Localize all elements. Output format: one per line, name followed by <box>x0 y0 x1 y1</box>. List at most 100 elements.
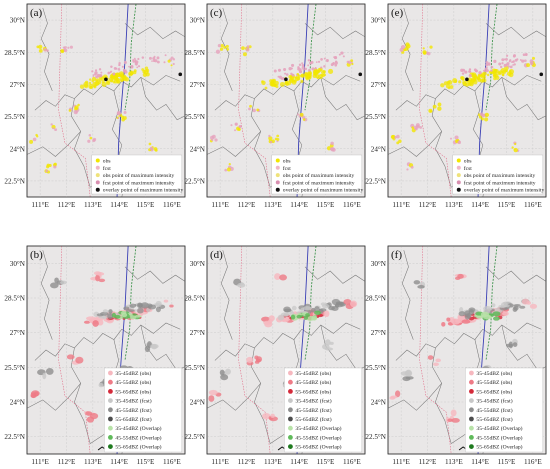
legend-marker <box>469 407 474 413</box>
lon-tick-label: 113°E <box>84 201 102 209</box>
echo-blob <box>125 309 135 312</box>
legend-entry: overlay point of maximum intensity <box>103 187 184 194</box>
rain-point <box>331 147 336 152</box>
legend-box <box>104 367 183 453</box>
legend-marker <box>469 416 474 422</box>
lat-tick-label: 24°N <box>190 145 206 153</box>
lon-tick-label: 115°E <box>317 458 335 466</box>
rain-point <box>531 56 536 60</box>
echo-blob <box>323 310 330 318</box>
legend-marker <box>456 180 461 185</box>
rain-point <box>113 66 117 70</box>
rain-point <box>320 73 324 77</box>
rain-point <box>246 45 250 49</box>
lon-tick-label: 116°E <box>524 458 542 466</box>
lon-tick-label: 115°E <box>498 201 516 209</box>
lon-tick-label: 113°E <box>445 458 463 466</box>
rain-point <box>283 68 287 72</box>
echo-blob <box>329 341 334 345</box>
rain-point <box>501 62 504 65</box>
rain-point <box>137 57 140 61</box>
lon-tick-label: 112°E <box>58 458 76 466</box>
legend-marker <box>95 165 100 170</box>
rain-point <box>480 72 486 78</box>
rain-point <box>268 134 271 138</box>
legend-marker <box>469 398 474 403</box>
legend-marker <box>108 444 113 449</box>
rain-point <box>89 78 92 81</box>
echo-blob <box>512 306 518 313</box>
echo-blob <box>75 356 84 364</box>
rain-point <box>148 56 152 60</box>
rain-point <box>234 129 237 132</box>
rain-point <box>89 136 93 140</box>
echo-blob <box>395 390 401 398</box>
rain-point <box>50 123 53 126</box>
rain-point <box>411 126 415 129</box>
rain-point <box>315 61 318 63</box>
overlay-max-marker <box>539 72 544 77</box>
rain-point <box>121 65 124 68</box>
lat-tick-label: 22.5°N <box>365 433 386 441</box>
rain-point <box>226 47 230 51</box>
legend-marker <box>288 444 293 449</box>
legend-marker <box>288 389 293 394</box>
rain-point <box>54 128 58 132</box>
rain-point <box>128 65 130 68</box>
lon-tick-label: 116°E <box>524 201 542 209</box>
rain-point <box>513 63 516 66</box>
rain-point <box>298 63 302 67</box>
echo-blob <box>404 370 413 377</box>
echo-blob <box>447 418 453 423</box>
echo-blob <box>95 272 105 276</box>
echo-blob <box>169 304 174 308</box>
legend-box <box>271 154 363 195</box>
lon-tick-label: 114°E <box>290 458 308 466</box>
rain-point <box>320 66 323 69</box>
rain-point <box>301 65 305 70</box>
overlay-max-marker <box>178 72 183 77</box>
rain-point <box>485 69 487 72</box>
legend-entry: 35-45dBZ (Overlap) <box>295 425 341 432</box>
legend-entry: 35-45dBZ (obs) <box>295 370 331 377</box>
echo-blob <box>155 306 161 313</box>
legend-entry: obs point of maximum intensity <box>283 172 355 179</box>
rain-point <box>219 47 224 51</box>
rain-point <box>437 102 442 107</box>
rain-point <box>87 139 91 143</box>
echo-blob <box>147 304 157 310</box>
echo-blob <box>483 314 492 320</box>
legend-marker <box>108 435 113 440</box>
rain-point <box>271 82 276 87</box>
echo-blob <box>451 418 460 423</box>
rain-point <box>500 67 506 74</box>
lat-tick-label: 27°N <box>10 329 26 337</box>
rain-point <box>521 59 525 63</box>
legend-marker <box>95 173 100 178</box>
rain-point <box>141 56 145 59</box>
echo-blob <box>95 274 100 282</box>
lat-tick-label: 22.5°N <box>4 433 25 441</box>
rain-point <box>117 116 120 120</box>
rain-point <box>217 44 222 48</box>
echo-blob <box>150 343 159 349</box>
legend-entry: 35-45dBZ (obs) <box>476 370 512 377</box>
rain-point <box>245 47 250 52</box>
echo-blob <box>402 376 411 382</box>
legend-marker <box>456 187 461 192</box>
rain-point <box>92 76 97 82</box>
legend-entry: fcst point of maximum intensity <box>464 179 536 186</box>
echo-blob <box>417 284 425 289</box>
rain-point <box>299 68 302 71</box>
legend-entry: 55-65dBZ (obs) <box>115 388 151 395</box>
rain-point <box>429 45 433 49</box>
rain-point <box>411 128 416 133</box>
rain-point <box>67 46 70 49</box>
echo-blob <box>134 314 142 318</box>
echo-blob <box>220 374 229 381</box>
rain-point <box>501 58 505 62</box>
echo-blob <box>512 342 518 347</box>
lat-tick-label: 24°N <box>10 399 26 407</box>
lat-tick-label: 28.5°N <box>365 295 386 303</box>
legend-marker <box>108 407 113 413</box>
